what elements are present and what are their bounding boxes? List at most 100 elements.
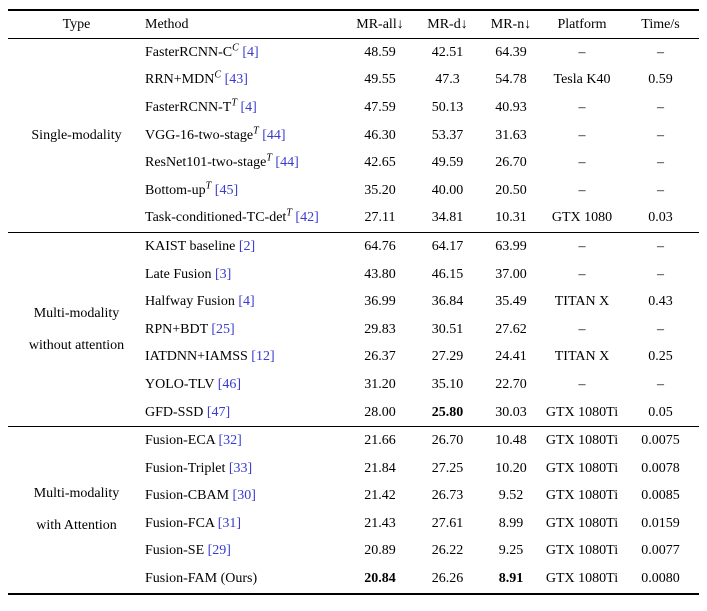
- type-group-label: Single-modality: [8, 39, 145, 233]
- method-superscript: T: [253, 124, 259, 136]
- citation-link[interactable]: [42]: [291, 210, 319, 226]
- table-row: Fusion-SE [29] 20.89 26.22 9.25 GTX 1080Ti 0.…: [8, 538, 699, 566]
- citation-link[interactable]: [4]: [236, 99, 257, 115]
- mr-n-value: 8.99: [498, 515, 524, 531]
- method-text: Fusion-SE: [145, 543, 205, 559]
- mr-n-value: 20.50: [495, 182, 527, 198]
- citation-link[interactable]: [3]: [211, 266, 232, 282]
- table-row: RPN+BDT [25] 29.83 30.51 27.62 – –: [8, 316, 699, 344]
- platform-value: –: [578, 44, 586, 60]
- time-value: 0.0078: [641, 460, 680, 476]
- method-text: RRN+MDN: [145, 72, 215, 88]
- time-value: 0.05: [648, 404, 673, 420]
- type-group-label: Multi-modality with Attention: [8, 427, 145, 594]
- citation-link[interactable]: [46]: [214, 376, 242, 392]
- citation-link[interactable]: [44]: [271, 155, 299, 171]
- mr-all-value: 21.66: [364, 433, 396, 449]
- platform-value: TITAN X: [554, 294, 610, 310]
- platform-value: –: [578, 182, 586, 198]
- method-text: VGG-16-two-stage: [145, 127, 254, 143]
- mr-all-value: 21.84: [364, 460, 396, 476]
- table-header: Type Method MR-all↓ MR-d↓ MR-n↓ Platform…: [8, 10, 699, 39]
- mr-d-value: 26.73: [431, 488, 464, 504]
- mr-all-value: 31.20: [364, 376, 396, 392]
- mr-n-value: 24.41: [495, 349, 527, 365]
- method-text: YOLO-TLV: [145, 376, 215, 392]
- citation-link[interactable]: [29]: [204, 543, 231, 559]
- mr-n-value: 64.39: [495, 44, 527, 60]
- mr-d-value: 26.26: [431, 571, 464, 587]
- type-label-line: Single-modality: [31, 127, 122, 143]
- method-name: ResNet101-two-stageT [44]: [145, 149, 345, 177]
- method-superscript: T: [231, 97, 237, 109]
- mr-n-value: 9.25: [498, 543, 524, 559]
- platform-value: GTX 1080Ti: [545, 543, 619, 559]
- method-superscript: T: [286, 207, 292, 219]
- mr-n-value: 10.48: [495, 433, 527, 449]
- method-text: KAIST baseline: [145, 238, 236, 254]
- method-text: GFD-SSD: [145, 404, 204, 420]
- citation-link[interactable]: [31]: [214, 515, 242, 531]
- citation-link[interactable]: [47]: [203, 404, 231, 420]
- method-name: Fusion-CBAM [30]: [145, 483, 345, 511]
- citation-link[interactable]: [4]: [238, 44, 259, 60]
- table-row: IATDNN+IAMSS [12] 26.37 27.29 24.41 TITAN X 0…: [8, 344, 699, 372]
- method-text: FasterRCNN-T: [145, 99, 232, 115]
- citation-link[interactable]: [45]: [211, 182, 239, 198]
- table-row: GFD-SSD [47] 28.00 25.80 30.03 GTX 1080Ti 0.0…: [8, 399, 699, 427]
- platform-value: GTX 1080Ti: [545, 571, 619, 587]
- mr-n-value: 35.49: [495, 294, 527, 310]
- method-name: FasterRCNN-TT [4]: [145, 94, 345, 122]
- method-text: Fusion-ECA: [145, 433, 216, 449]
- mr-d-value: 42.51: [431, 44, 464, 60]
- mr-n-value: 10.31: [495, 210, 527, 226]
- table-section: Multi-modality with Attention Fusion-ECA […: [8, 426, 699, 594]
- type-label-line: with Attention: [36, 518, 117, 534]
- time-value: 0.59: [648, 72, 673, 88]
- citation-link[interactable]: [44]: [258, 127, 286, 143]
- type-group-label: Multi-modality without attention: [8, 233, 145, 427]
- method-name: Bottom-upT [45]: [145, 177, 345, 205]
- mr-all-value: 47.59: [364, 99, 396, 115]
- mr-d-value: 47.3: [435, 72, 460, 88]
- mr-all-value: 28.00: [364, 404, 396, 420]
- citation-link[interactable]: [43]: [221, 72, 248, 88]
- method-name: GFD-SSD [47]: [145, 399, 345, 427]
- mr-d-value: 49.59: [431, 155, 464, 171]
- time-value: –: [657, 127, 664, 143]
- mr-d-value: 27.61: [431, 515, 464, 531]
- table-section: Multi-modality without attention KAIST bas…: [8, 232, 699, 427]
- citation-link[interactable]: [33]: [225, 460, 253, 476]
- method-name: Fusion-FCA [31]: [145, 510, 345, 538]
- mr-n-value: 40.93: [495, 99, 527, 115]
- header-method: Method: [145, 16, 189, 32]
- citation-link[interactable]: [32]: [215, 433, 242, 449]
- platform-value: GTX 1080Ti: [545, 460, 619, 476]
- mr-d-value: 40.00: [431, 182, 464, 198]
- citation-link[interactable]: [4]: [234, 294, 255, 310]
- citation-link[interactable]: [12]: [247, 349, 275, 365]
- citation-link[interactable]: [2]: [235, 238, 256, 254]
- header-type: Type: [62, 16, 91, 32]
- header-mr-d: MR-d↓: [427, 16, 468, 32]
- mr-n-value: 63.99: [495, 238, 527, 254]
- mr-d-value: 30.51: [431, 321, 464, 337]
- citation-link[interactable]: [30]: [229, 488, 256, 504]
- mr-d-value: 53.37: [431, 127, 464, 143]
- mr-all-value: 46.30: [364, 127, 396, 143]
- platform-value: –: [578, 266, 586, 282]
- platform-value: GTX 1080Ti: [545, 433, 619, 449]
- mr-d-value: 50.13: [431, 99, 464, 115]
- table-row: Fusion-CBAM [30] 21.42 26.73 9.52 GTX 1080Ti…: [8, 483, 699, 511]
- time-value: 0.0075: [641, 433, 680, 449]
- citation-link[interactable]: [25]: [207, 321, 235, 337]
- table-row: Task-conditioned-TC-detT [42] 27.11 34.81 1…: [8, 205, 699, 233]
- results-table: Type Method MR-all↓ MR-d↓ MR-n↓ Platform…: [8, 9, 699, 595]
- platform-value: GTX 1080Ti: [545, 488, 619, 504]
- method-text: IATDNN+IAMSS: [145, 349, 248, 365]
- table-row: Late Fusion [3] 43.80 46.15 37.00 – –: [8, 261, 699, 289]
- platform-value: GTX 1080: [551, 210, 613, 226]
- method-name: Fusion-SE [29]: [145, 538, 345, 566]
- method-name: Late Fusion [3]: [145, 261, 345, 289]
